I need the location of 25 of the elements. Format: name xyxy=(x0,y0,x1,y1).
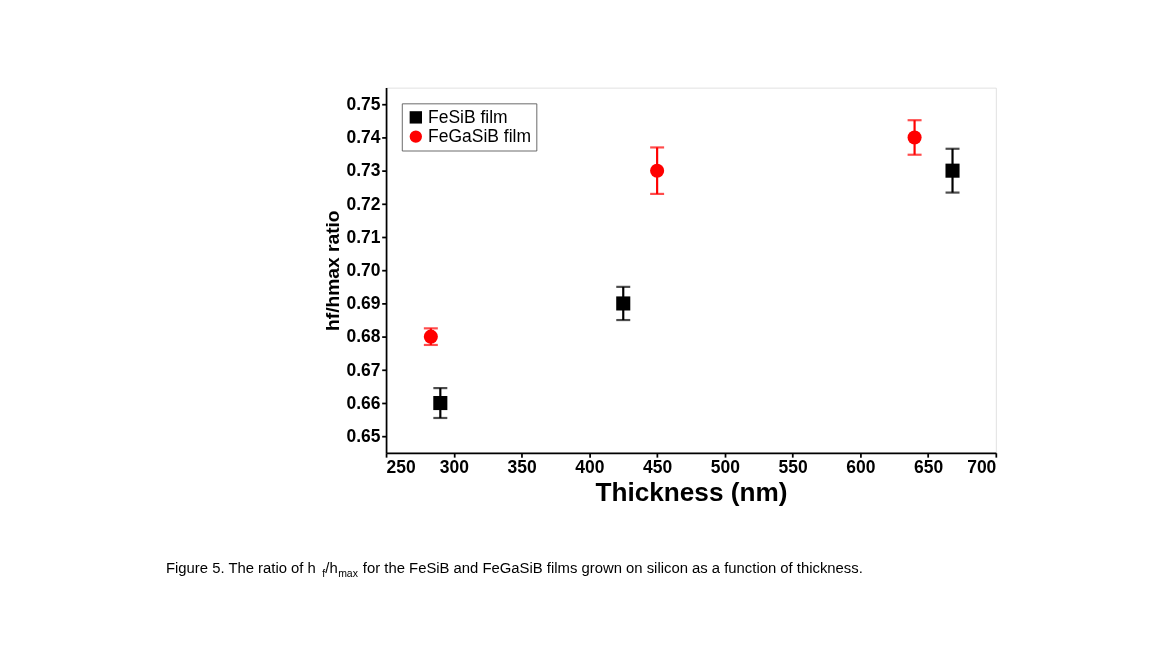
y-tick-label: 0.67 xyxy=(346,359,381,380)
x-tick-label: 350 xyxy=(507,457,537,478)
y-tick-label: 0.66 xyxy=(346,392,381,413)
y-tick-label: 0.68 xyxy=(346,326,381,347)
x-axis-title: Thickness (nm) xyxy=(595,477,788,508)
legend-label: FeGaSiB film xyxy=(428,125,531,146)
y-axis-title: hf/hmax ratio xyxy=(321,210,343,331)
y-tick-label: 0.74 xyxy=(346,127,381,148)
y-tick-label: 0.73 xyxy=(346,160,381,181)
x-tick-label: 700 xyxy=(967,457,997,478)
x-tick-label: 450 xyxy=(642,457,673,478)
x-tick-label: 650 xyxy=(913,457,944,478)
x-tick-label: 300 xyxy=(439,457,469,478)
x-tick-label: 550 xyxy=(778,457,808,478)
x-tick-label: 600 xyxy=(846,457,876,478)
y-tick-label: 0.70 xyxy=(346,259,381,280)
y-tick-label: 0.72 xyxy=(346,193,381,214)
y-tick-label: 0.75 xyxy=(346,93,381,114)
y-tick-label: 0.71 xyxy=(346,226,381,247)
x-tick-label: 500 xyxy=(710,457,740,478)
x-tick-label: 400 xyxy=(575,457,605,478)
legend-label: FeSiB film xyxy=(428,106,508,127)
y-tick-label: 0.65 xyxy=(346,425,381,446)
x-tick-label: 250 xyxy=(386,457,416,478)
y-tick-label: 0.69 xyxy=(346,293,381,314)
